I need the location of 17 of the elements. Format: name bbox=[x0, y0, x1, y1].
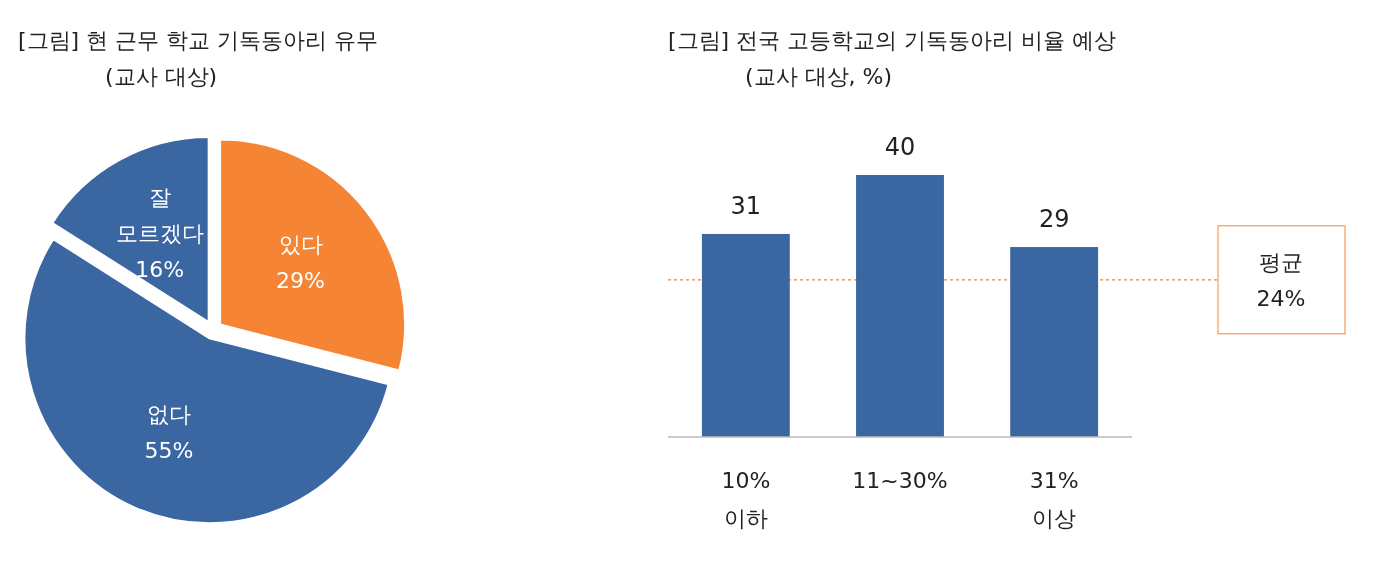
chart-subtitle: (교사 대상, %) bbox=[745, 64, 893, 89]
data-label: 16% bbox=[135, 256, 185, 282]
slice-label: 없다 bbox=[147, 401, 192, 427]
slice-label: 있다 bbox=[278, 232, 323, 258]
chart-subtitle: (교사 대상) bbox=[105, 64, 218, 89]
data-label: 31 bbox=[730, 191, 762, 220]
slice-label: 잘 모르겠다 bbox=[115, 184, 204, 246]
chart-title: [그림] 현 근무 학교 기독동아리 유무 bbox=[18, 28, 379, 53]
data-label: 29 bbox=[1038, 205, 1070, 234]
data-label: 29% bbox=[276, 268, 325, 294]
ref-line-label: 평균 24% bbox=[1256, 249, 1306, 311]
x-tick-label: 11~30% bbox=[852, 468, 948, 493]
x-tick-label: 10% 이하 bbox=[721, 468, 771, 531]
x-tick-label: 31% 이상 bbox=[1029, 468, 1079, 531]
chart-title: [그림] 전국 고등학교의 기독동아리 비율 예상 bbox=[668, 28, 1117, 53]
data-label: 55% bbox=[144, 437, 194, 463]
data-label: 40 bbox=[884, 133, 916, 161]
